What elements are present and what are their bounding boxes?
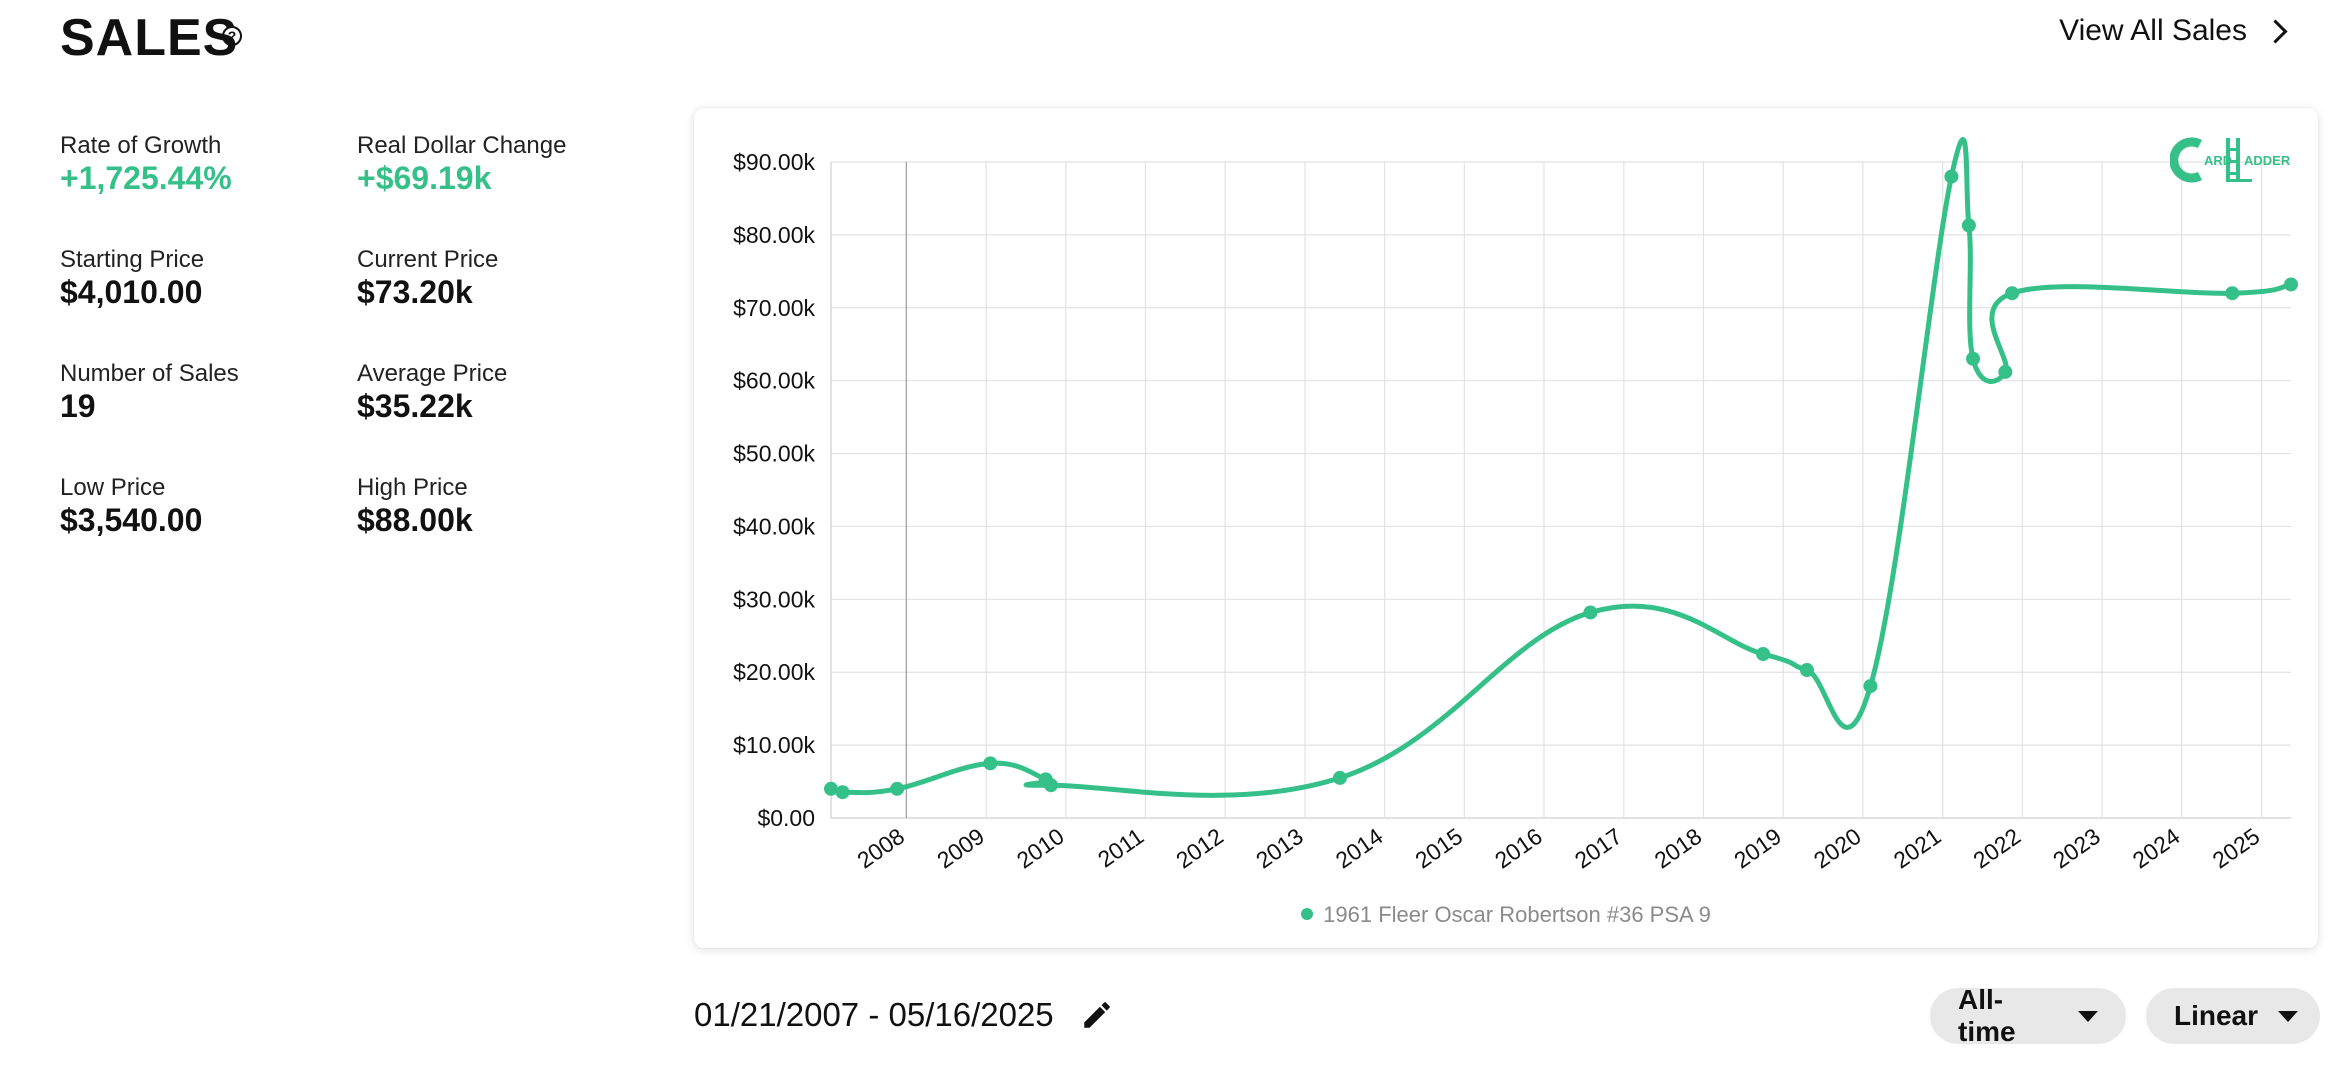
stat-label: Number of Sales <box>60 360 239 387</box>
y-tick-label: $80.00k <box>733 222 815 248</box>
x-tick-label: 2017 <box>1570 823 1627 874</box>
data-point <box>1799 663 1814 678</box>
x-tick-label: 2019 <box>1729 823 1786 874</box>
stat-real-dollar-change: Real Dollar Change +$69.19k <box>357 132 647 196</box>
period-dropdown-label: All-time <box>1958 984 2016 1047</box>
chart-legend[interactable]: 1961 Fleer Oscar Robertson #36 PSA 9 <box>694 902 2318 928</box>
data-point <box>1332 770 1347 785</box>
data-point <box>2284 277 2298 292</box>
page-title: SALES <box>60 9 239 67</box>
data-point <box>1863 679 1878 694</box>
chevron-down-icon <box>2078 1010 2098 1022</box>
stat-starting-price: Starting Price $4,010.00 <box>60 246 350 310</box>
stat-value: $3,540.00 <box>60 502 203 538</box>
x-tick-label: 2025 <box>2208 823 2265 874</box>
stat-current-price: Current Price $73.20k <box>357 246 647 310</box>
x-tick-label: 2015 <box>1410 823 1467 874</box>
legend-swatch <box>1301 908 1314 921</box>
help-icon[interactable]: ? <box>222 26 242 46</box>
y-tick-label: $60.00k <box>733 368 815 394</box>
legend-series-name: 1961 Fleer Oscar Robertson #36 PSA 9 <box>1323 902 1711 927</box>
y-tick-label: $50.00k <box>733 441 815 467</box>
data-point <box>1998 364 2013 379</box>
y-tick-label: $30.00k <box>733 586 815 612</box>
y-tick-label: $20.00k <box>733 659 815 685</box>
x-tick-label: 2013 <box>1251 823 1308 874</box>
stat-value: $35.22k <box>357 388 473 424</box>
logo-text-ard: ARD <box>2204 153 2232 168</box>
date-range: 01/21/2007 - 05/16/2025 <box>694 996 1114 1034</box>
stat-label: Rate of Growth <box>60 132 222 159</box>
x-tick-label: 2012 <box>1171 823 1228 874</box>
x-tick-label: 2021 <box>1889 823 1946 874</box>
stat-low-price: Low Price $3,540.00 <box>60 474 350 538</box>
data-point <box>890 781 905 796</box>
x-tick-label: 2020 <box>1809 823 1866 874</box>
data-point <box>983 756 998 771</box>
stat-high-price: High Price $88.00k <box>357 474 647 538</box>
y-tick-label: $40.00k <box>733 513 815 539</box>
y-tick-label: $10.00k <box>733 732 815 758</box>
scale-dropdown-label: Linear <box>2174 1000 2259 1031</box>
stat-average-price: Average Price $35.22k <box>357 360 647 424</box>
chevron-right-icon <box>2263 18 2288 44</box>
stat-label: Average Price <box>357 360 508 387</box>
view-all-sales-link[interactable]: View All Sales <box>2059 14 2290 48</box>
x-tick-label: 2024 <box>2128 823 2185 874</box>
stat-value: 19 <box>60 388 96 424</box>
y-tick-label: $90.00k <box>733 149 815 175</box>
date-range-label: 01/21/2007 - 05/16/2025 <box>694 996 1054 1033</box>
y-tick-label: $0.00 <box>757 805 815 831</box>
scale-dropdown[interactable]: Linear <box>2146 988 2320 1044</box>
data-point <box>2225 286 2240 301</box>
period-dropdown[interactable]: All-time <box>1930 984 2126 1047</box>
data-point <box>2005 286 2020 301</box>
stat-rate-of-growth: Rate of Growth +1,725.44% <box>60 132 350 196</box>
stat-label: High Price <box>357 474 468 501</box>
x-tick-label: 2016 <box>1490 823 1547 874</box>
data-point <box>1043 778 1058 793</box>
x-tick-label: 2023 <box>2048 823 2105 874</box>
x-tick-label: 2018 <box>1650 823 1707 874</box>
stat-label: Starting Price <box>60 246 205 273</box>
data-point <box>1961 218 1976 233</box>
data-point <box>1756 647 1771 661</box>
stat-number-of-sales: Number of Sales 19 <box>60 360 350 424</box>
chevron-down-icon <box>2278 1010 2299 1022</box>
logo-text-ladder: ADDER <box>2244 153 2291 168</box>
data-point <box>1583 605 1598 620</box>
y-tick-label: $70.00k <box>733 295 815 321</box>
chart-card: $0.00 $10.00k $20.00k $30.00k $40.00k $50.00k… <box>694 108 2318 948</box>
view-all-sales-label: View All Sales <box>2059 14 2247 47</box>
stat-value: $4,010.00 <box>60 274 203 310</box>
stat-label: Low Price <box>60 474 166 501</box>
data-point <box>835 785 850 800</box>
data-point <box>824 781 838 796</box>
data-point <box>1944 169 1959 184</box>
series-line <box>828 137 2294 798</box>
x-tick-label: 2022 <box>1968 823 2025 874</box>
stat-value: $73.20k <box>357 274 473 310</box>
pencil-icon[interactable] <box>1080 998 1114 1032</box>
stat-label: Current Price <box>357 246 499 273</box>
data-point <box>1966 351 1981 366</box>
x-tick-label: 2014 <box>1331 823 1388 874</box>
x-tick-label: 2011 <box>1093 823 1148 873</box>
x-tick-label: 2008 <box>852 823 909 874</box>
stat-value: +1,725.44% <box>60 160 232 196</box>
stat-value: $88.00k <box>357 502 473 538</box>
stat-label: Real Dollar Change <box>357 132 567 159</box>
x-tick-label: 2009 <box>932 823 989 874</box>
stat-value: +$69.19k <box>357 160 492 196</box>
x-tick-label: 2010 <box>1012 823 1069 874</box>
sales-line-chart[interactable]: $0.00 $10.00k $20.00k $30.00k $40.00k $50.00k… <box>694 108 2318 948</box>
